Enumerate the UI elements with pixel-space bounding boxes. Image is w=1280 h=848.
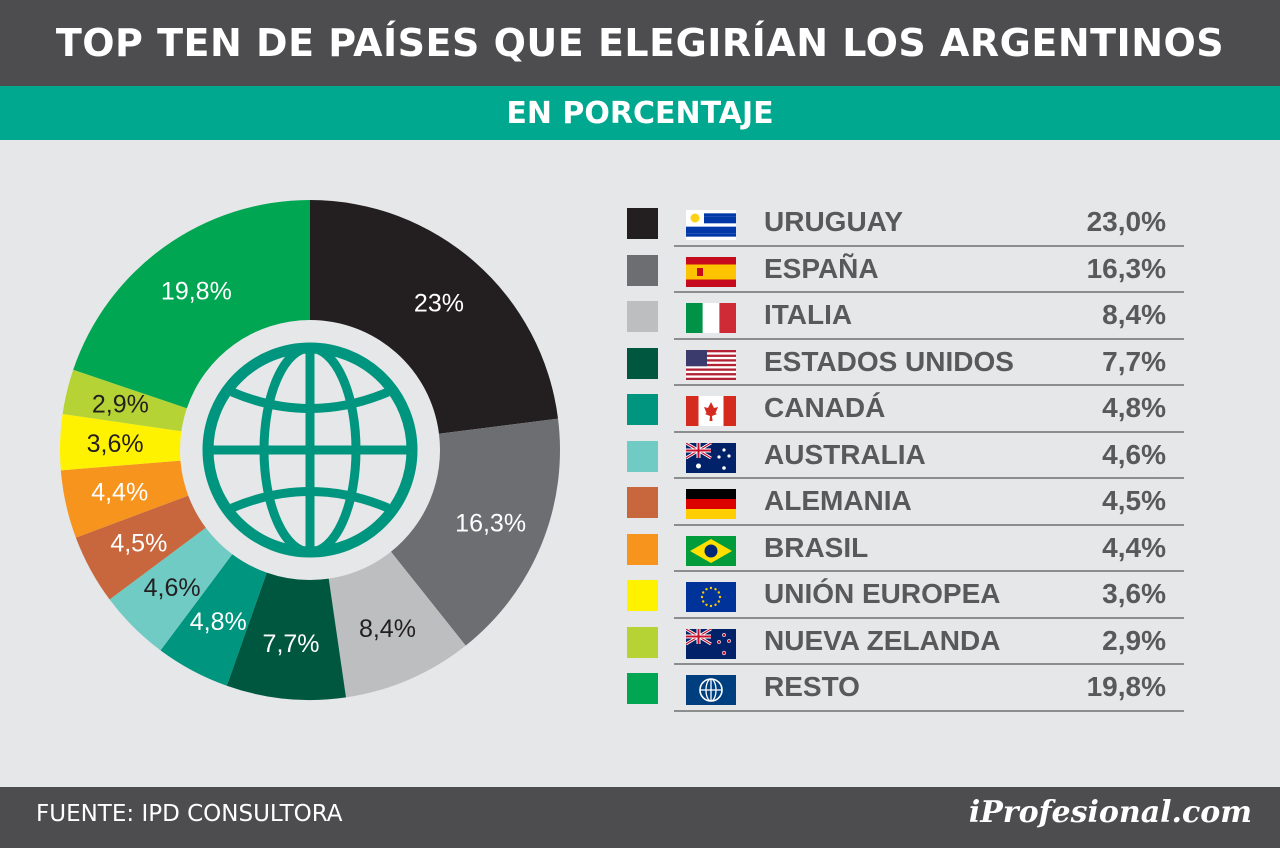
uruguay-flag-icon (686, 210, 736, 240)
pie-slice-9 (62, 369, 187, 432)
globe-icon (202, 342, 418, 558)
legend-row: RESTO 19,8% (624, 665, 1194, 712)
legend-row: ESPAÑA 16,3% (624, 247, 1194, 293)
legend-row: CANADÁ 4,8% (624, 386, 1194, 433)
pie-slice-5 (109, 527, 233, 651)
slice-label-1: 16,3% (455, 509, 526, 537)
pie-slice-4 (160, 554, 267, 686)
legend-divider (674, 384, 1184, 386)
legend-divider (674, 337, 1184, 340)
pie-slice-7 (60, 460, 189, 538)
legend-label: ESPAÑA (764, 252, 879, 284)
legend-divider (674, 477, 1184, 479)
pie-slice-0 (310, 200, 559, 434)
legend-label: ITALIA (764, 299, 853, 330)
legend-swatch (627, 673, 658, 704)
slice-label-0: 23% (414, 290, 464, 318)
legend-swatch (627, 440, 658, 472)
slice-label-9: 2,9% (92, 390, 149, 418)
chart-subtitle: EN PORCENTAJE (506, 95, 774, 131)
legend-value: 7,7% (1102, 345, 1166, 377)
donut-chart: 23% 16,3% 8,4% 7,7% 4,8% 4,6% 4,5% 4,4% 3,6% 2,9%… (60, 200, 560, 701)
legend-value: 2,9% (1102, 624, 1166, 656)
legend-divider (674, 244, 1184, 247)
title-bar: TOP TEN DE PAÍSES QUE ELEGIRÍAN LOS ARGE… (0, 0, 1280, 86)
legend-swatch (627, 301, 658, 332)
pie-slice-3 (226, 572, 347, 701)
usa-flag-icon (686, 349, 736, 380)
legend-swatch (627, 487, 658, 518)
slice-label-10: 19,8% (161, 278, 232, 306)
legend-swatch (627, 254, 658, 286)
legend-value: 16,3% (1086, 252, 1166, 284)
legend-value: 19,8% (1086, 671, 1166, 702)
slice-label-4: 4,8% (190, 608, 247, 636)
subtitle-bar: EN PORCENTAJE (0, 86, 1280, 140)
eu-flag-icon (686, 582, 736, 612)
legend-swatch (627, 533, 658, 565)
pie-slice-2 (328, 551, 466, 698)
pie-slice-8 (60, 413, 182, 471)
legend-row: BRASIL 4,4% (624, 526, 1194, 572)
brazil-flag-icon (686, 535, 736, 566)
legend-swatch (627, 208, 658, 239)
slice-label-8: 3,6% (87, 430, 144, 458)
slice-label-2: 8,4% (359, 615, 416, 643)
legend-swatch (627, 580, 658, 611)
legend-divider (674, 523, 1184, 526)
legend-label: RESTO (764, 671, 860, 702)
legend-swatch (627, 347, 658, 379)
legend-divider (674, 291, 1184, 293)
legend-row: URUGUAY 23,0% (624, 200, 1194, 247)
source-text: FUENTE: IPD CONSULTORA (36, 801, 343, 827)
germany-flag-icon (686, 489, 736, 519)
legend-row: ESTADOS UNIDOS 7,7% (624, 340, 1194, 386)
slice-label-7: 4,4% (91, 479, 148, 507)
legend-label: CANADÁ (764, 392, 886, 423)
legend-label: URUGUAY (764, 206, 903, 237)
legend-value: 4,5% (1102, 485, 1166, 516)
legend-divider (674, 709, 1184, 712)
legend-row: ITALIA 8,4% (624, 293, 1194, 340)
legend-label: ALEMANIA (764, 485, 912, 516)
pie-slice-10 (73, 200, 310, 409)
legend-value: 23,0% (1086, 206, 1166, 237)
legend-label: NUEVA ZELANDA (764, 624, 1001, 656)
legend-value: 4,8% (1102, 392, 1166, 423)
legend-swatch (627, 626, 658, 658)
legend-label: BRASIL (764, 531, 869, 563)
legend-divider (674, 663, 1184, 665)
new-zealand-flag-icon (685, 627, 736, 659)
italy-flag-icon (686, 303, 736, 333)
legend-value: 4,6% (1102, 438, 1166, 470)
legend-divider (674, 430, 1184, 433)
legend-swatch (627, 394, 658, 425)
legend-divider (674, 616, 1184, 619)
legend-label: UNIÓN EUROPEA (764, 578, 1001, 609)
pie-slice-1 (390, 418, 560, 646)
legend-label: AUSTRALIA (764, 438, 926, 470)
globe-icon (686, 675, 736, 705)
australia-flag-icon (685, 441, 736, 473)
spain-flag-icon (686, 256, 736, 287)
legend-value: 4,4% (1102, 531, 1166, 563)
legend-divider (674, 570, 1184, 572)
iprofesional-logo: iProfesional.com (968, 795, 1252, 830)
legend-value: 8,4% (1102, 299, 1166, 330)
slice-label-3: 7,7% (263, 630, 320, 658)
footer: FUENTE: IPD CONSULTORA iProfesional.com (0, 787, 1280, 848)
legend-row: UNIÓN EUROPEA 3,6% (624, 572, 1194, 619)
canada-flag-icon (686, 396, 736, 426)
chart-title: TOP TEN DE PAÍSES QUE ELEGIRÍAN LOS ARGE… (55, 21, 1225, 65)
slice-label-5: 4,6% (144, 574, 201, 602)
legend-value: 3,6% (1102, 578, 1166, 609)
legend: URUGUAY 23,0% ESPAÑA 16,3% ITALIA 8,4% ESTADOS… (624, 200, 1194, 712)
slice-label-6: 4,5% (110, 529, 167, 557)
legend-label: ESTADOS UNIDOS (764, 345, 1014, 377)
pie-slice-6 (75, 495, 206, 600)
legend-row: ALEMANIA 4,5% (624, 479, 1194, 526)
legend-row: AUSTRALIA 4,6% (624, 433, 1194, 479)
legend-row: NUEVA ZELANDA 2,9% (624, 619, 1194, 665)
